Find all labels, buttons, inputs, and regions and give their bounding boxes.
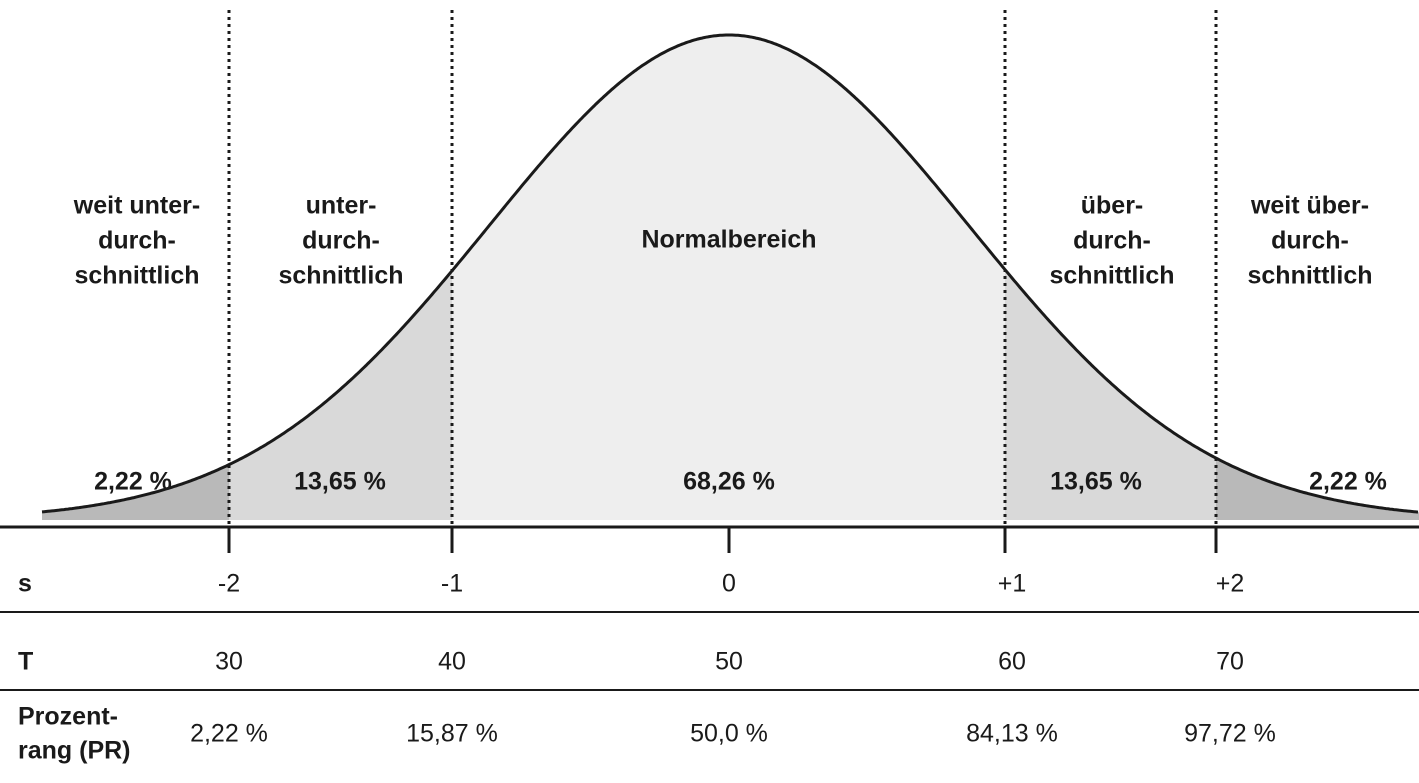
region-percent: 2,22 %: [1309, 468, 1387, 496]
row-value: 60: [998, 648, 1026, 676]
region-label: unter-: [306, 192, 377, 220]
row-value: +1: [998, 570, 1027, 598]
row-label: Prozent-: [18, 703, 118, 731]
region-label: durch-: [1271, 227, 1349, 255]
region-label: durch-: [302, 227, 380, 255]
row-value: +2: [1216, 570, 1245, 598]
region-label: schnittlich: [1049, 262, 1174, 290]
row-value: 50,0 %: [690, 720, 768, 748]
region-label: über-: [1081, 192, 1144, 220]
row-value: 84,13 %: [966, 720, 1058, 748]
region-area: [1216, 458, 1419, 520]
row-value: 15,87 %: [406, 720, 498, 748]
row-label: T: [18, 648, 33, 676]
region-label: Normalbereich: [641, 226, 816, 254]
row-label: s: [18, 570, 32, 598]
region-label: weit über-: [1250, 192, 1369, 220]
row-value: -1: [441, 570, 463, 598]
row-value: 2,22 %: [190, 720, 268, 748]
row-value: 97,72 %: [1184, 720, 1276, 748]
region-label: schnittlich: [74, 262, 199, 290]
curve: [41, 33, 1419, 514]
region-percent: 13,65 %: [294, 468, 386, 496]
region-percent: 2,22 %: [94, 468, 172, 496]
region-label: schnittlich: [1247, 262, 1372, 290]
row-value: 40: [438, 648, 466, 676]
row-value: 0: [722, 570, 736, 598]
region-label: durch-: [1073, 227, 1151, 255]
region-label: schnittlich: [278, 262, 403, 290]
region-area: [229, 270, 452, 520]
region-area: [42, 464, 229, 520]
region-label: weit unter-: [73, 192, 200, 220]
region-percent: 13,65 %: [1050, 468, 1142, 496]
curve-area: [41, 33, 1419, 520]
row-value: 70: [1216, 648, 1244, 676]
region-label: durch-: [98, 227, 176, 255]
row-value: -2: [218, 570, 240, 598]
row-value: 50: [715, 648, 743, 676]
region-percent: 68,26 %: [683, 468, 775, 496]
region-area: [452, 35, 1005, 520]
row-label: rang (PR): [18, 737, 131, 765]
row-value: 30: [215, 648, 243, 676]
